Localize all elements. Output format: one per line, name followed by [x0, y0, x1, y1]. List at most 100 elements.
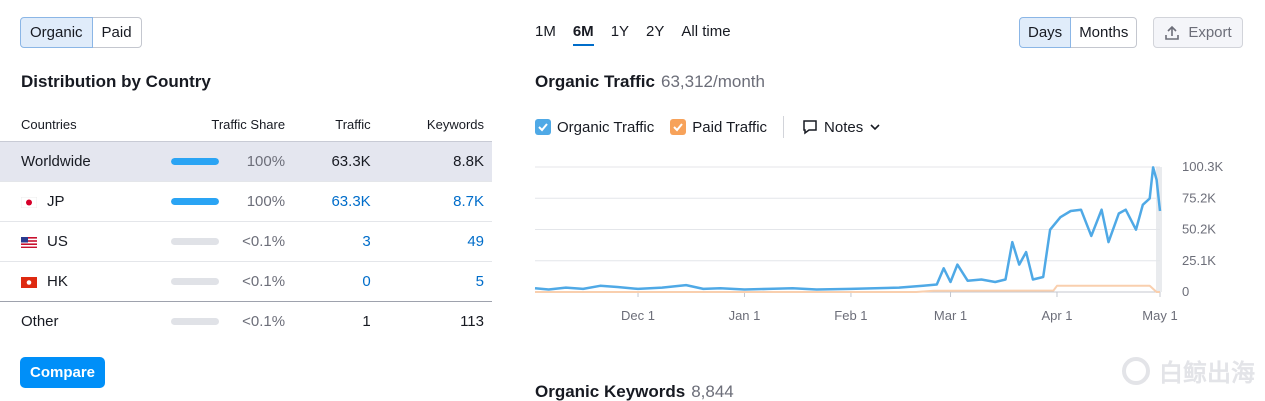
country-table: Countries Traffic Share Traffic Keywords… — [0, 108, 492, 341]
country-cell: HK — [0, 260, 154, 302]
traffic-cell: 1 — [293, 300, 379, 341]
country-name: HK — [47, 272, 68, 290]
country-cell: US — [0, 220, 154, 261]
organic-traffic-line — [534, 166, 1162, 291]
granularity-toggle: Days Months — [1019, 17, 1138, 48]
organic-keywords-heading: Organic Keywords 8,844 — [535, 382, 734, 401]
note-icon — [803, 120, 817, 135]
y-tick-label: 50.2K — [1182, 222, 1216, 237]
traffic-cell[interactable]: 3 — [293, 220, 379, 261]
period-1m[interactable]: 1M — [535, 23, 556, 40]
country-row[interactable]: JP 100% 63.3K 8.7K — [0, 180, 492, 221]
traffic-share-bar — [171, 277, 220, 285]
col-traffic[interactable]: Traffic — [335, 116, 371, 132]
traffic-share-cell: 100% — [153, 180, 294, 221]
period-all-time[interactable]: All time — [681, 23, 731, 40]
traffic-share-bar-fill — [171, 157, 220, 165]
distribution-title: Distribution by Country — [21, 72, 211, 91]
y-tick-label: 0 — [1182, 284, 1189, 299]
hover-band — [1156, 167, 1162, 292]
keywords-cell: 113 — [378, 300, 492, 341]
us-flag-icon — [21, 235, 37, 249]
col-keywords[interactable]: Keywords — [426, 116, 484, 132]
paid-traffic-line — [535, 284, 1160, 293]
organic-traffic-legend-label: Organic Traffic — [557, 118, 655, 136]
period-1y[interactable]: 1Y — [610, 23, 630, 40]
country-row[interactable]: Worldwide 100% 63.3K 8.8K — [0, 140, 492, 181]
traffic-share-percent: 100% — [246, 192, 286, 210]
traffic-share-percent: <0.1% — [242, 313, 286, 331]
traffic-share-bar-fill — [171, 197, 220, 205]
organic-traffic-title: Organic Traffic — [535, 72, 655, 91]
country-cell: Worldwide — [0, 140, 154, 181]
traffic-share-percent: 100% — [246, 152, 286, 170]
chart-legend: Organic Traffic Paid Traffic Notes — [535, 116, 881, 138]
organic-paid-toggle: Organic Paid — [20, 17, 142, 48]
x-tick-label: Apr 1 — [1041, 308, 1072, 323]
notes-label: Notes — [824, 118, 864, 136]
traffic-share-cell: <0.1% — [153, 220, 294, 261]
x-tick-label: Mar 1 — [934, 308, 967, 323]
traffic-share-cell: <0.1% — [153, 260, 294, 302]
traffic-share-bar — [171, 197, 220, 205]
paid-traffic-checkbox[interactable]: Paid Traffic — [670, 119, 767, 136]
keywords-cell[interactable]: 8.7K — [378, 180, 492, 221]
traffic-cell[interactable]: 63.3K — [293, 180, 379, 221]
country-name: Worldwide — [21, 152, 91, 170]
keywords-cell: 8.8K — [378, 140, 492, 181]
country-name: US — [47, 232, 68, 250]
col-countries: Countries — [21, 116, 77, 132]
x-tick-label: Feb 1 — [834, 308, 867, 323]
organic-traffic-chart[interactable]: 100.3K 75.2K 50.2K 25.1K 0 Dec 1 Jan 1 Feb 1 Mar… — [530, 155, 1230, 335]
y-tick-label: 100.3K — [1182, 159, 1224, 174]
period-6m[interactable]: 6M — [572, 23, 594, 46]
watermark: 白鲸出海 — [1121, 353, 1255, 388]
export-button[interactable]: Export — [1153, 17, 1243, 48]
keywords-cell[interactable]: 5 — [378, 260, 492, 302]
keywords-cell[interactable]: 49 — [378, 220, 492, 261]
traffic-share-bar — [171, 318, 220, 326]
organic-keywords-value: 8,844 — [691, 382, 734, 401]
traffic-share-bar — [171, 157, 220, 165]
organic-traffic-heading: Organic Traffic 63,312/month — [535, 72, 765, 92]
upload-icon — [1165, 25, 1180, 40]
watermark-logo-icon — [1122, 356, 1150, 385]
traffic-cell: 63.3K — [293, 140, 379, 181]
country-cell: Other — [0, 300, 154, 341]
country-cell: JP — [0, 180, 154, 221]
country-name: JP — [47, 192, 65, 210]
days-button[interactable]: Days — [1019, 17, 1072, 48]
traffic-share-cell: 100% — [153, 140, 294, 181]
organic-toggle-button[interactable]: Organic — [20, 17, 93, 48]
period-selector: 1M 6M 1Y 2Y All time — [535, 23, 731, 46]
y-tick-label: 25.1K — [1182, 253, 1216, 268]
notes-dropdown[interactable]: Notes — [802, 119, 881, 136]
compare-button[interactable]: Compare — [20, 357, 106, 388]
chevron-down-icon — [870, 124, 880, 131]
paid-toggle-button[interactable]: Paid — [92, 17, 142, 48]
traffic-share-cell: <0.1% — [153, 300, 294, 341]
country-row[interactable]: HK <0.1% 0 5 — [0, 260, 492, 302]
traffic-share-percent: <0.1% — [242, 272, 286, 290]
organic-traffic-checkbox[interactable]: Organic Traffic — [535, 119, 654, 136]
x-tick-label: May 1 — [1142, 308, 1177, 323]
country-row[interactable]: Other <0.1% 1 113 — [0, 300, 492, 341]
checkbox-checked-icon — [535, 119, 551, 135]
organic-traffic-value: 63,312/month — [660, 72, 765, 91]
col-traffic-share[interactable]: Traffic Share — [211, 116, 286, 132]
jp-flag-icon — [20, 195, 38, 209]
period-2y[interactable]: 2Y — [646, 23, 665, 40]
legend-divider — [783, 116, 785, 138]
export-label: Export — [1188, 24, 1232, 41]
months-button[interactable]: Months — [1071, 17, 1138, 48]
x-tick-label: Dec 1 — [621, 308, 655, 323]
organic-keywords-title: Organic Keywords — [535, 382, 686, 401]
traffic-share-percent: <0.1% — [242, 232, 286, 250]
x-tick-label: Jan 1 — [729, 308, 761, 323]
country-row[interactable]: US <0.1% 3 49 — [0, 220, 492, 261]
hk-flag-icon — [21, 275, 37, 289]
traffic-share-bar — [171, 237, 220, 245]
traffic-cell[interactable]: 0 — [293, 260, 379, 302]
y-tick-label: 75.2K — [1182, 190, 1216, 205]
country-name: Other — [21, 312, 59, 330]
